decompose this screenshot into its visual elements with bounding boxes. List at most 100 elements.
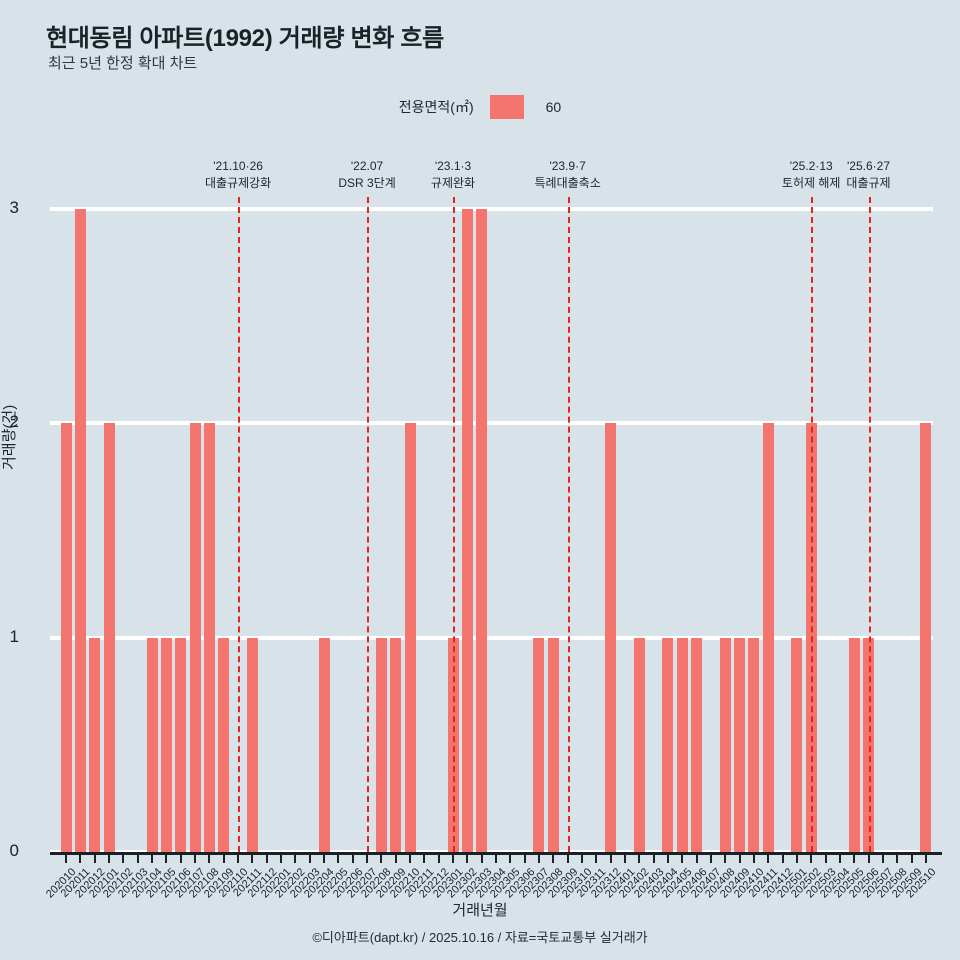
event-date: '22.07 (350, 159, 384, 173)
legend-swatch-icon (489, 95, 524, 119)
bar[interactable] (146, 637, 158, 852)
event-marker-label: '23.1·3 규제완화 (393, 158, 513, 192)
bar[interactable] (633, 637, 645, 852)
x-axis-tick (595, 852, 598, 863)
x-axis-tick (79, 852, 82, 863)
x-axis-tick (179, 852, 182, 863)
bar[interactable] (533, 637, 545, 852)
event-marker-line (868, 197, 871, 852)
x-axis-tick (294, 852, 297, 863)
x-axis-tick (781, 852, 784, 863)
x-axis-tick (495, 852, 497, 863)
x-axis-tick (251, 852, 254, 863)
event-label: 대출규제강화 (204, 176, 272, 190)
page-subtitle: 최근 5년 한정 확대 차트 (48, 55, 198, 72)
event-label: 특례대출축소 (534, 176, 601, 190)
y-axis-tick-label: 1 (9, 626, 19, 646)
bar[interactable] (662, 637, 674, 852)
bar[interactable] (461, 209, 473, 852)
bar[interactable] (719, 637, 731, 852)
x-axis-tick (437, 852, 440, 863)
x-axis-tick (666, 852, 669, 863)
x-axis-tick (896, 852, 899, 863)
x-axis-tick (65, 852, 68, 863)
x-axis-tick (308, 852, 311, 863)
bar[interactable] (203, 423, 215, 852)
bar[interactable] (676, 637, 688, 852)
event-marker-label: '25.6·27 대출규제 (809, 158, 929, 192)
bar[interactable] (547, 637, 559, 852)
gridline (50, 421, 933, 426)
page-title: 현대동림 아파트(1992) 거래량 변화 흐름 (46, 25, 444, 52)
bar[interactable] (748, 637, 760, 852)
x-axis-title: 거래년월 (452, 902, 508, 919)
bar[interactable] (605, 423, 617, 852)
event-marker-label: '22.07 DSR 3단계 (307, 158, 427, 192)
bar[interactable] (476, 209, 488, 852)
event-marker-line (811, 197, 814, 852)
x-axis-tick (122, 852, 125, 863)
x-axis-tick (409, 852, 412, 863)
x-axis-tick (452, 852, 455, 863)
gridline (50, 635, 933, 640)
x-axis-tick (767, 852, 770, 863)
x-axis-tick (523, 852, 526, 863)
bar[interactable] (848, 637, 860, 852)
bar[interactable] (375, 637, 387, 852)
event-marker-line (238, 197, 241, 852)
bar[interactable] (791, 637, 803, 852)
bar[interactable] (74, 209, 86, 852)
x-axis-tick (280, 852, 283, 863)
x-axis-tick (537, 852, 540, 863)
bar[interactable] (89, 637, 101, 852)
event-date: '23.1·3 (434, 159, 472, 173)
event-date: '21.10·26 (213, 159, 263, 173)
x-axis-tick (623, 852, 626, 863)
x-axis-tick (552, 852, 555, 863)
bar[interactable] (734, 637, 746, 852)
x-axis-tick (724, 852, 727, 863)
event-date: '23.9·7 (549, 159, 586, 173)
event-marker-label: '23.9·7 특례대출축소 (508, 158, 628, 192)
x-axis-tick (566, 852, 569, 863)
x-axis-tick (93, 852, 96, 863)
bar[interactable] (390, 637, 402, 852)
x-axis-tick (323, 852, 326, 863)
bar[interactable] (404, 423, 416, 852)
gridline (50, 207, 933, 211)
x-axis-tick (580, 852, 583, 863)
bar[interactable] (318, 637, 330, 852)
x-axis-tick (638, 852, 641, 863)
x-axis-tick (838, 852, 841, 863)
x-axis-tick (265, 852, 268, 863)
y-axis-tick-label: 2 (9, 412, 19, 432)
x-axis-tick (752, 852, 755, 863)
bar[interactable] (175, 637, 187, 852)
bar[interactable] (103, 423, 115, 852)
x-axis-tick (208, 852, 211, 863)
x-axis-tick (151, 852, 154, 863)
bar[interactable] (160, 637, 172, 852)
x-axis-tick (337, 852, 340, 863)
event-marker-line (367, 197, 370, 852)
bar[interactable] (60, 423, 72, 852)
x-axis-tick (194, 852, 197, 863)
x-axis-tick (709, 852, 712, 863)
bar[interactable] (691, 637, 703, 852)
x-axis-tick (609, 852, 612, 863)
y-axis-tick-label: 0 (9, 841, 19, 860)
event-label: 토허제 해제 (781, 176, 841, 190)
x-axis-tick (652, 852, 655, 863)
bar[interactable] (762, 423, 774, 852)
bar[interactable] (920, 423, 932, 852)
event-marker-label: '25.2·13 토허제 해제 (751, 158, 871, 192)
x-axis-tick (380, 852, 383, 863)
x-axis-tick (867, 852, 870, 863)
event-date: '25.6·27 (847, 159, 891, 173)
bar[interactable] (246, 637, 258, 852)
bar[interactable] (189, 423, 201, 852)
bar[interactable] (218, 637, 230, 852)
x-axis-tick (394, 852, 397, 863)
x-axis-tick (810, 852, 813, 863)
x-axis-tick (824, 852, 827, 863)
